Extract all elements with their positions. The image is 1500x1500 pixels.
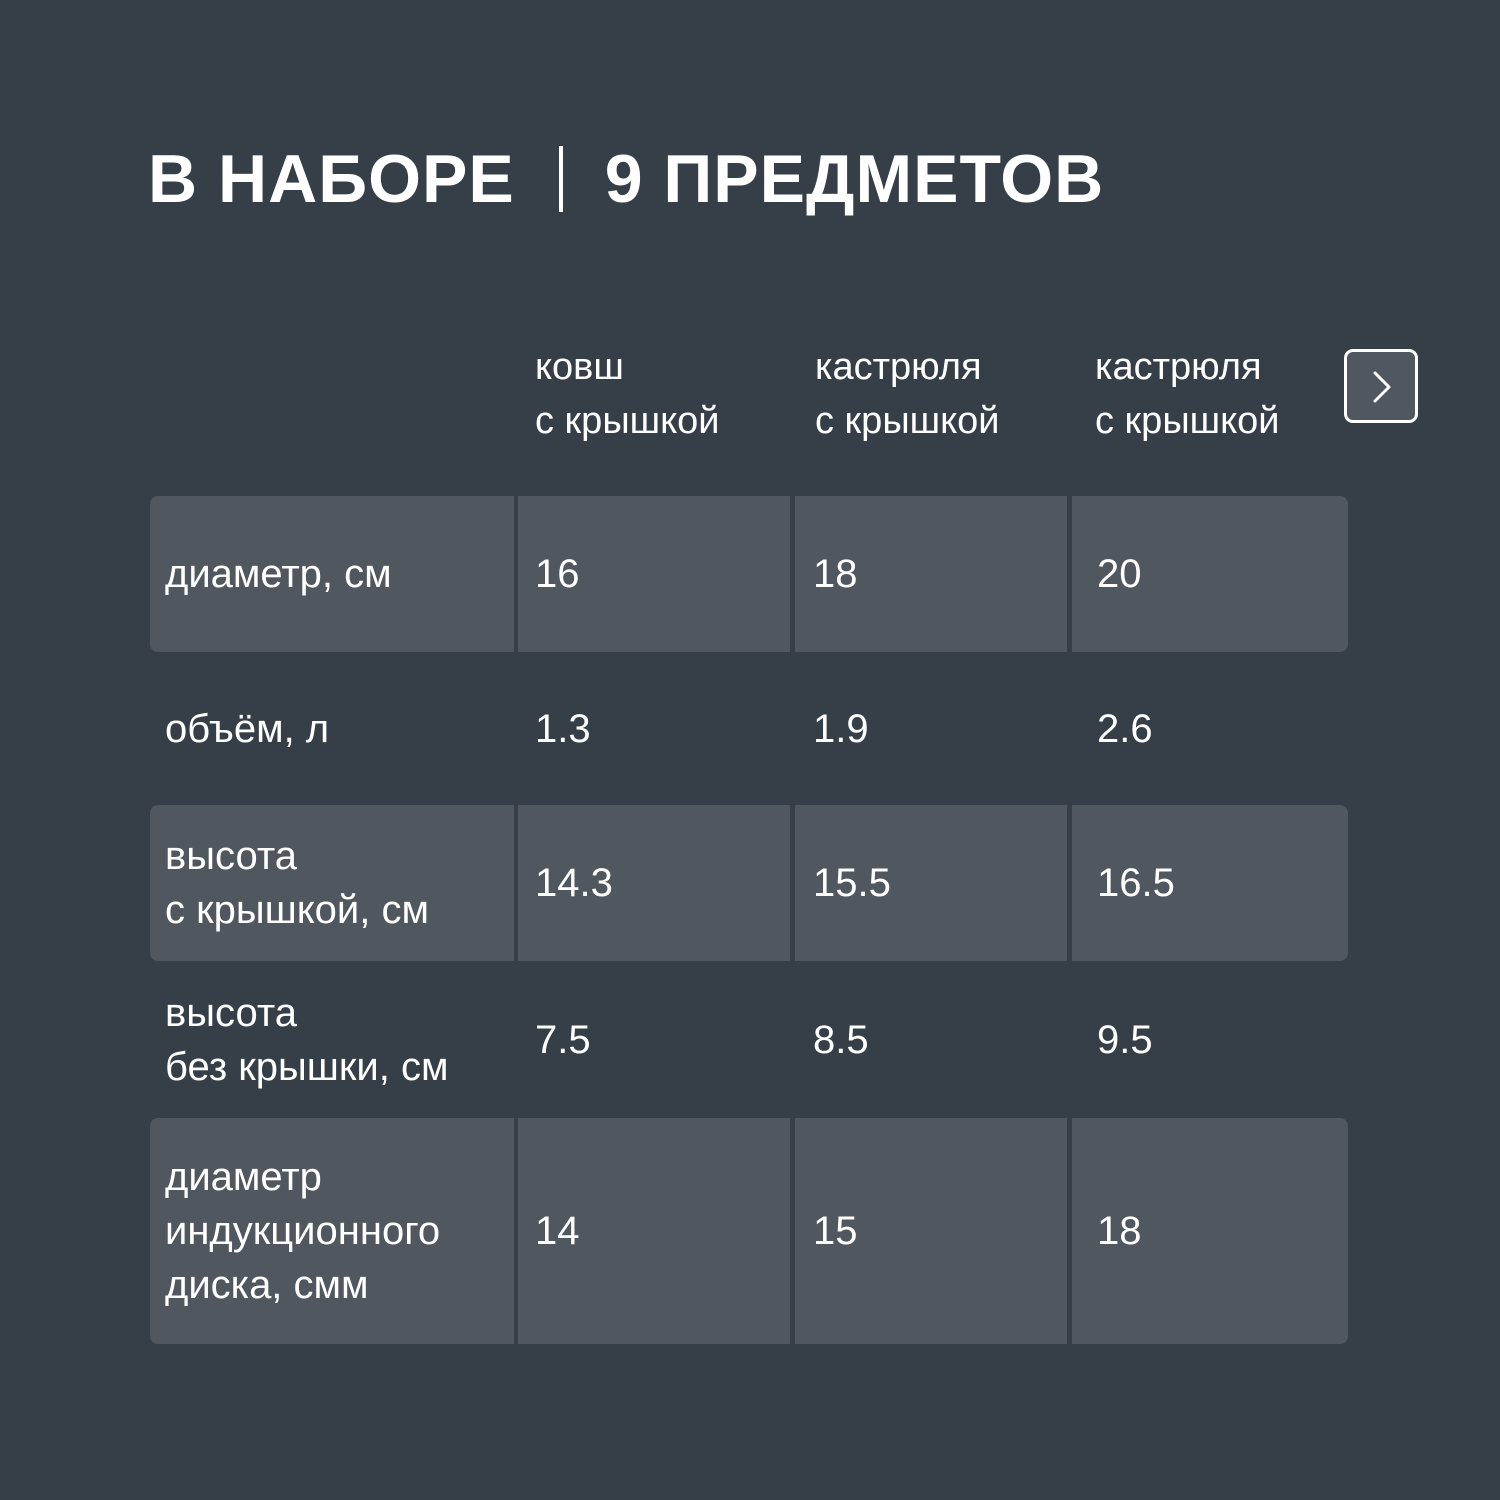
cell-value: 18	[813, 552, 858, 596]
table-row: диаметр, см 16 18 20	[150, 496, 1348, 652]
value-cell: 18	[795, 496, 1067, 652]
value-cell: 20	[1072, 496, 1348, 652]
value-cell: 15.5	[795, 805, 1067, 961]
value-cell: 9.5	[1072, 961, 1348, 1118]
cell-value: 20	[1097, 552, 1142, 596]
row-label-cell: объём, л	[150, 652, 514, 805]
table-row: высота с крышкой, см 14.3 15.5 16.5	[150, 805, 1348, 961]
table-row: высота без крышки, см 7.5 8.5 9.5	[150, 961, 1348, 1118]
cell-value: 7.5	[535, 1017, 591, 1062]
value-cell: 15	[795, 1118, 1067, 1344]
column-header: кастрюля с крышкой	[815, 346, 1000, 442]
cell-value: 14	[535, 1209, 580, 1253]
value-cell: 18	[1072, 1118, 1348, 1344]
cell-value: 15.5	[813, 861, 891, 905]
value-cell: 1.3	[518, 652, 790, 805]
value-cell: 7.5	[518, 961, 790, 1118]
value-cell: 14.3	[518, 805, 790, 961]
chevron-right-icon	[1373, 371, 1391, 403]
value-cell: 16.5	[1072, 805, 1348, 961]
row-label-cell: диаметр индукционного диска, смм	[150, 1118, 514, 1344]
row-label: высота с крышкой, см	[165, 834, 429, 932]
cell-value: 16.5	[1097, 861, 1175, 905]
column-header: кастрюля с крышкой	[1095, 346, 1280, 442]
next-button[interactable]	[1344, 349, 1418, 423]
row-label: диаметр индукционного диска, смм	[165, 1155, 441, 1307]
cell-value: 14.3	[535, 861, 613, 905]
cell-value: 18	[1097, 1209, 1142, 1253]
cell-value: 15	[813, 1209, 858, 1253]
value-cell: 1.9	[795, 652, 1067, 805]
title-left: В НАБОРЕ	[148, 141, 515, 217]
cell-value: 2.6	[1097, 706, 1153, 751]
title-divider	[558, 146, 563, 212]
value-cell: 2.6	[1072, 652, 1348, 805]
row-label: диаметр, см	[165, 552, 392, 596]
value-cell: 8.5	[795, 961, 1067, 1118]
row-label: высота без крышки, см	[165, 990, 449, 1089]
column-header: ковш с крышкой	[535, 346, 720, 442]
row-label-cell: высота без крышки, см	[150, 961, 514, 1118]
value-cell: 16	[518, 496, 790, 652]
cell-value: 8.5	[813, 1017, 869, 1062]
row-label-cell: диаметр, см	[150, 496, 514, 652]
cell-value: 1.3	[535, 706, 591, 751]
row-label-cell: высота с крышкой, см	[150, 805, 514, 961]
table-row: объём, л 1.3 1.9 2.6	[150, 652, 1348, 805]
table-row: диаметр индукционного диска, смм 14 15 18	[150, 1118, 1348, 1344]
cell-value: 9.5	[1097, 1017, 1153, 1062]
title-right: 9 ПРЕДМЕТОВ	[604, 141, 1105, 217]
cell-value: 16	[535, 552, 580, 596]
value-cell: 14	[518, 1118, 790, 1344]
row-label: объём, л	[165, 706, 330, 751]
cell-value: 1.9	[813, 706, 869, 751]
page-title: В НАБОРЕ 9 ПРЕДМЕТОВ	[148, 140, 1104, 218]
